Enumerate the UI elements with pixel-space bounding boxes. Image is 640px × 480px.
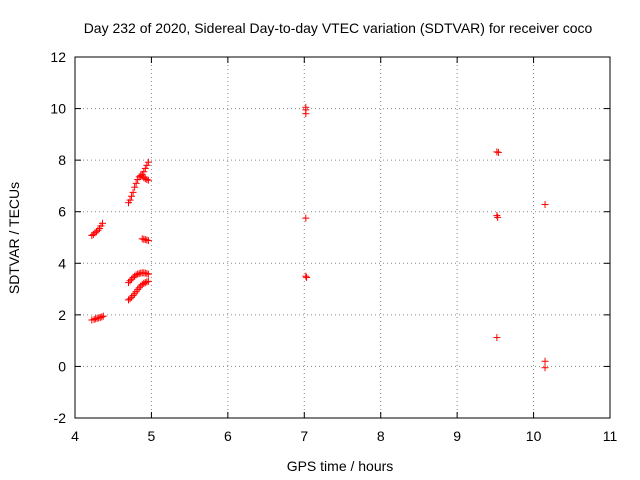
- data-point: [99, 312, 107, 320]
- grid-lines: [75, 57, 610, 418]
- data-point: [92, 315, 100, 323]
- data-point: [141, 269, 149, 277]
- data-point: [541, 357, 549, 365]
- x-tick-label: 10: [526, 428, 542, 444]
- data-point: [143, 270, 151, 278]
- data-point: [493, 212, 501, 220]
- data-point: [493, 334, 501, 342]
- data-point: [494, 148, 502, 156]
- y-axis-label: SDTVAR / TECUs: [6, 182, 22, 294]
- x-tick-label: 11: [603, 428, 618, 444]
- plot-frame: [74, 56, 611, 419]
- data-point: [134, 270, 142, 278]
- data-point: [494, 213, 502, 221]
- x-tick-label: 6: [224, 428, 232, 444]
- data-point: [143, 278, 151, 286]
- data-point: [126, 277, 134, 285]
- data-point: [140, 168, 148, 176]
- axis-ticks: 4 5 6 7 8 9 10 11 -2 0 2 4 6 8 10 12: [50, 49, 617, 444]
- data-point: [96, 313, 104, 321]
- data-point: [92, 228, 100, 236]
- y-tick-label: 0: [58, 358, 66, 374]
- y-tick-label: 8: [58, 152, 66, 168]
- data-point: [132, 179, 140, 187]
- data-point: [99, 219, 107, 227]
- data-point: [125, 279, 132, 287]
- data-point: [143, 161, 151, 169]
- data-point: [94, 226, 102, 234]
- data-point: [140, 174, 148, 182]
- data-point: [144, 270, 152, 278]
- data-point: [129, 188, 137, 196]
- data-point: [144, 237, 152, 245]
- data-points: [88, 103, 549, 372]
- data-point: [138, 280, 146, 288]
- data-point: [134, 286, 142, 294]
- data-point: [135, 270, 143, 278]
- data-point: [138, 235, 146, 243]
- data-point: [90, 315, 98, 323]
- y-tick-label: 12: [50, 49, 66, 65]
- data-point: [143, 175, 151, 183]
- data-point: [302, 272, 310, 280]
- data-point: [128, 192, 136, 200]
- data-point: [303, 273, 311, 281]
- data-point: [126, 196, 134, 204]
- x-tick-label: 7: [300, 428, 308, 444]
- data-point: [126, 295, 134, 303]
- data-point: [493, 148, 501, 156]
- data-point: [141, 279, 149, 287]
- x-tick-label: 8: [377, 428, 385, 444]
- data-point: [95, 314, 103, 322]
- y-tick-label: 6: [58, 204, 66, 220]
- data-point: [143, 236, 151, 244]
- data-point: [302, 214, 310, 222]
- y-tick-label: -2: [54, 410, 67, 426]
- data-point: [98, 313, 106, 321]
- data-point: [302, 110, 310, 118]
- data-point: [140, 279, 148, 287]
- x-tick-label: 5: [148, 428, 156, 444]
- data-point: [131, 183, 139, 191]
- y-tick-label: 4: [58, 255, 66, 271]
- y-tick-label: 2: [58, 307, 66, 323]
- data-point: [144, 158, 152, 166]
- data-point: [132, 271, 140, 279]
- data-point: [541, 200, 549, 208]
- data-point: [141, 175, 149, 183]
- data-point: [128, 275, 136, 283]
- data-point: [128, 293, 136, 301]
- chart-title: Day 232 of 2020, Sidereal Day-to-day VTE…: [84, 20, 593, 36]
- data-point: [144, 176, 152, 184]
- data-point: [129, 292, 137, 300]
- x-tick-label: 9: [453, 428, 461, 444]
- data-point: [141, 236, 149, 244]
- x-axis-label: GPS time / hours: [287, 458, 394, 474]
- y-tick-label: 10: [50, 101, 66, 117]
- x-tick-label: 4: [71, 428, 79, 444]
- data-point: [144, 277, 152, 285]
- data-point: [141, 164, 149, 172]
- data-point: [541, 364, 549, 372]
- data-point: [135, 284, 143, 292]
